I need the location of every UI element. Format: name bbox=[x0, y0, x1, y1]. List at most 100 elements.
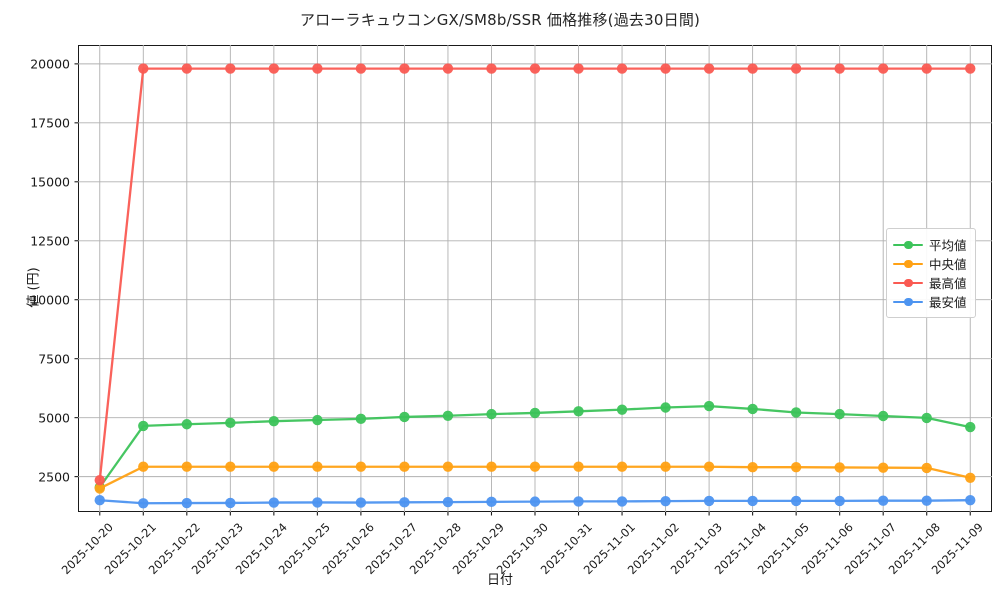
series-point bbox=[181, 497, 193, 509]
series-point bbox=[529, 461, 541, 472]
series-point bbox=[660, 402, 671, 413]
series-point bbox=[790, 407, 802, 418]
series-point bbox=[312, 461, 323, 472]
series-point bbox=[747, 461, 758, 473]
series-point bbox=[790, 461, 802, 473]
series-point bbox=[312, 63, 323, 74]
series-point bbox=[877, 410, 889, 422]
series-point bbox=[138, 461, 149, 472]
series-point bbox=[921, 462, 932, 474]
series-point bbox=[965, 63, 976, 74]
series-point bbox=[442, 63, 454, 74]
legend-swatch-icon bbox=[893, 258, 923, 270]
y-tick-label: 10000 bbox=[30, 292, 70, 308]
series-point bbox=[181, 63, 193, 74]
series-point bbox=[486, 461, 497, 472]
series-point bbox=[225, 461, 236, 472]
series-point bbox=[399, 411, 410, 423]
y-tick-label: 20000 bbox=[30, 56, 70, 72]
series-point bbox=[181, 419, 193, 430]
series-point bbox=[94, 483, 105, 494]
series-point bbox=[529, 63, 541, 74]
series-point bbox=[529, 496, 541, 507]
series-point bbox=[747, 495, 758, 507]
series-point bbox=[834, 495, 845, 507]
series-point bbox=[877, 495, 889, 506]
series-point bbox=[138, 498, 149, 509]
series-point bbox=[529, 407, 541, 419]
series-point bbox=[877, 63, 889, 74]
legend-swatch-icon bbox=[893, 296, 923, 308]
y-tick-label: 7500 bbox=[38, 351, 70, 367]
series-point bbox=[268, 63, 280, 74]
legend-item-4[interactable]: 最安値 bbox=[893, 292, 967, 311]
series-point bbox=[225, 497, 236, 509]
series-point bbox=[921, 412, 932, 424]
axis-ticks bbox=[74, 63, 971, 516]
series-point bbox=[399, 63, 410, 74]
series-point bbox=[703, 400, 715, 412]
series-point bbox=[965, 421, 976, 433]
gridlines bbox=[78, 45, 992, 512]
series-point bbox=[790, 63, 802, 74]
series-point bbox=[181, 461, 193, 472]
series-point bbox=[965, 472, 976, 483]
series-point bbox=[834, 63, 845, 74]
series-point bbox=[312, 414, 323, 426]
series-point bbox=[790, 495, 802, 507]
legend-item-2[interactable]: 中央値 bbox=[893, 254, 967, 273]
series-point bbox=[486, 408, 497, 420]
series-point bbox=[399, 497, 410, 508]
legend-label: 最安値 bbox=[929, 295, 967, 310]
series-point bbox=[573, 461, 584, 472]
series-point bbox=[747, 63, 758, 74]
data-series bbox=[94, 63, 976, 509]
series-point bbox=[703, 63, 715, 74]
series-point bbox=[355, 63, 367, 74]
legend-swatch-icon bbox=[893, 239, 923, 251]
series-point bbox=[616, 461, 628, 472]
series-point bbox=[355, 413, 367, 425]
series-point bbox=[442, 410, 454, 421]
chart-title: アローラキュウコンGX/SM8b/SSR 価格推移(過去30日間) bbox=[299, 11, 701, 29]
legend-label: 平均値 bbox=[929, 238, 967, 253]
series-point bbox=[312, 497, 323, 508]
series-point bbox=[616, 404, 628, 415]
legend-item-1[interactable]: 平均値 bbox=[893, 235, 967, 254]
series-point bbox=[573, 496, 584, 507]
y-tick-label: 2500 bbox=[38, 469, 70, 485]
series-point bbox=[965, 495, 976, 506]
y-tick-label: 17500 bbox=[30, 115, 70, 131]
series-point bbox=[268, 415, 280, 427]
series-point bbox=[834, 408, 845, 420]
series-point bbox=[94, 495, 105, 506]
series-point bbox=[703, 461, 715, 472]
series-point bbox=[921, 63, 932, 74]
y-tick-label: 12500 bbox=[30, 233, 70, 249]
y-tick-label: 5000 bbox=[38, 410, 70, 426]
legend-item-3[interactable]: 最高値 bbox=[893, 273, 967, 292]
series-point bbox=[225, 417, 236, 429]
series-point bbox=[268, 497, 280, 508]
series-point bbox=[138, 63, 149, 74]
series-point bbox=[225, 63, 236, 74]
series-point bbox=[660, 495, 671, 507]
series-point bbox=[138, 420, 149, 432]
series-point bbox=[486, 496, 497, 508]
series-point bbox=[616, 496, 628, 507]
series-point bbox=[355, 497, 367, 508]
series-point bbox=[268, 461, 280, 472]
series-point bbox=[660, 461, 671, 472]
x-axis-label: 日付 bbox=[486, 573, 513, 588]
series-point bbox=[877, 462, 889, 473]
series-point bbox=[573, 63, 584, 74]
y-tick-label: 15000 bbox=[30, 174, 70, 190]
series-point bbox=[921, 495, 932, 506]
series-point bbox=[660, 63, 671, 74]
legend-swatch-icon bbox=[893, 277, 923, 289]
legend-label: 最高値 bbox=[929, 276, 967, 291]
series-point bbox=[747, 403, 758, 415]
y-axis-label: 値 (円) bbox=[26, 267, 42, 308]
